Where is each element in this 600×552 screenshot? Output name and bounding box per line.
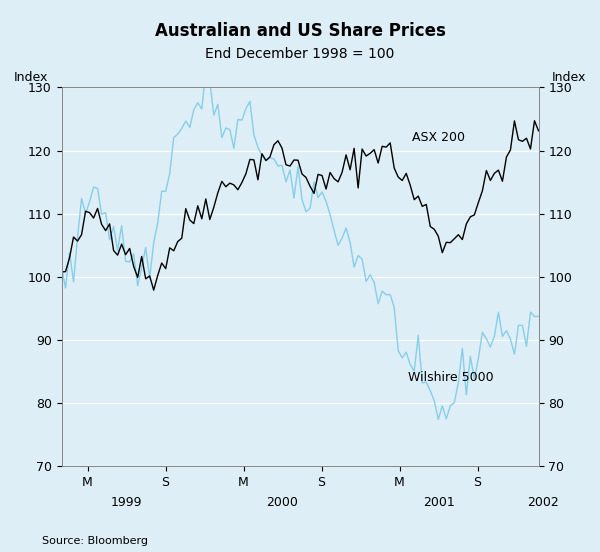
Text: Source: Bloomberg: Source: Bloomberg bbox=[42, 537, 148, 546]
Text: Australian and US Share Prices: Australian and US Share Prices bbox=[155, 22, 445, 40]
Text: 2000: 2000 bbox=[266, 496, 298, 509]
Text: Index: Index bbox=[14, 71, 48, 84]
Text: 2002: 2002 bbox=[527, 496, 559, 509]
Text: End December 1998 = 100: End December 1998 = 100 bbox=[205, 47, 395, 61]
Text: Wilshire 5000: Wilshire 5000 bbox=[407, 371, 493, 384]
Text: 2001: 2001 bbox=[422, 496, 454, 509]
Text: ASX 200: ASX 200 bbox=[412, 131, 464, 145]
Text: 1999: 1999 bbox=[111, 496, 142, 509]
Text: Index: Index bbox=[552, 71, 586, 84]
